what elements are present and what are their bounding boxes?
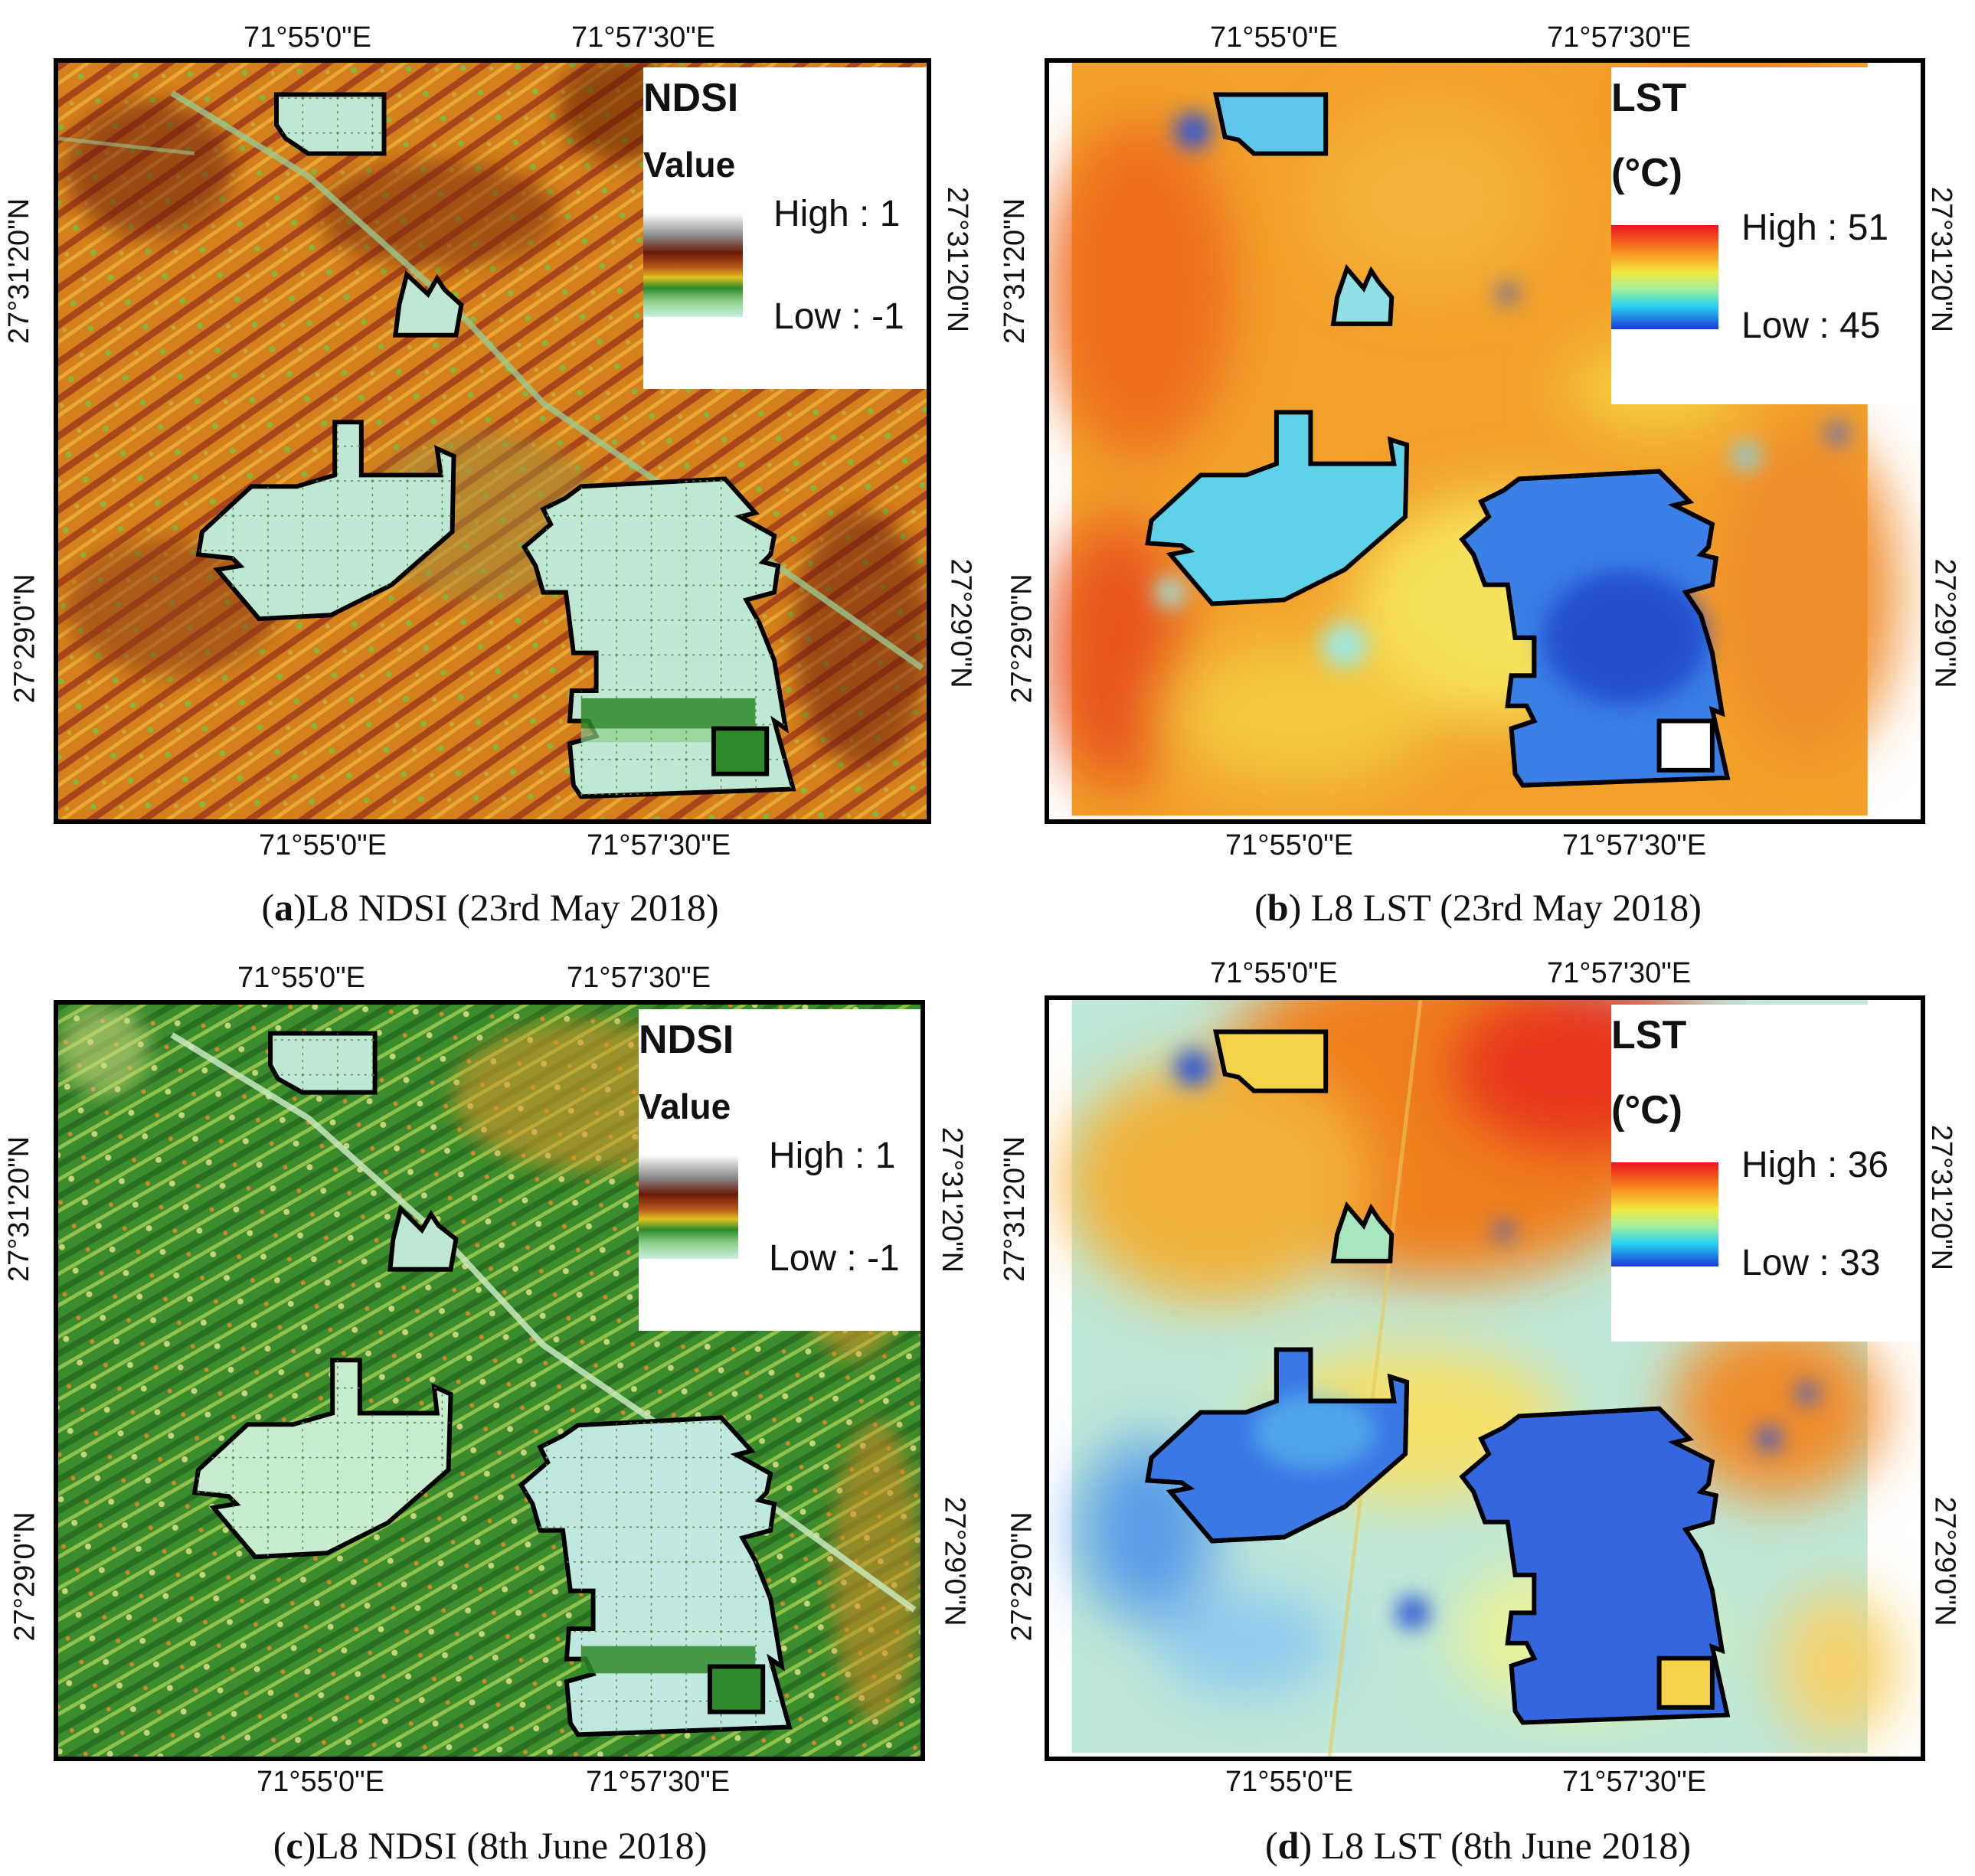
lon-tick-top-left: 71°55'0"E	[1210, 957, 1338, 989]
lon-tick-bottom-right: 71°57'30"E	[587, 829, 731, 861]
legend-subtitle: Value	[639, 1087, 731, 1126]
lst-map-june: LST (°C) High : 36 Low : 33	[1045, 995, 1925, 1761]
lon-tick-bottom-right: 71°57'30"E	[1562, 829, 1707, 861]
legend-low: Low : -1	[769, 1238, 900, 1279]
lat-tick-right-lower: 27°29'0"N	[938, 1496, 971, 1626]
farm-polygon-2	[1330, 263, 1395, 326]
lat-tick-left-upper: 27°31'20"N	[999, 1136, 1032, 1283]
legend-subtitle: Value	[643, 145, 736, 185]
farm-polygon-4	[518, 1415, 793, 1737]
ndsi-map-may-image	[58, 63, 927, 819]
lon-tick-top-right: 71°57'30"E	[567, 962, 711, 994]
lon-tick-top-right: 71°57'30"E	[1547, 21, 1692, 54]
farm-polygon-3	[195, 420, 456, 622]
lat-tick-right-upper: 27°31'20"N	[1925, 186, 1958, 333]
lat-tick-right-upper: 27°31'20"N	[936, 1126, 969, 1273]
legend-a: NDSI Value High : 1 Low : -1	[643, 67, 927, 389]
lat-tick-right-upper: 27°31'20"N	[941, 186, 974, 333]
farm-polygon-1	[274, 92, 387, 156]
legend-d: LST (°C) High : 36 Low : 33	[1611, 1005, 1921, 1342]
legend-title: LST	[1611, 1013, 1687, 1057]
lat-tick-left-upper: 27°31'20"N	[999, 198, 1032, 345]
farm-polygon-1	[268, 1031, 378, 1095]
lat-tick-left-upper: 27°31'20"N	[3, 198, 36, 345]
lat-tick-left-upper: 27°31'20"N	[3, 1136, 36, 1283]
legend-subtitle: (°C)	[1611, 1088, 1682, 1132]
farm-polygon-2	[1330, 1201, 1395, 1263]
farm-polygon-1	[1213, 1029, 1329, 1093]
legend-low: Low : -1	[773, 296, 904, 337]
lon-tick-bottom-left: 71°55'0"E	[1225, 1766, 1353, 1798]
lat-tick-left-lower: 27°29'0"N	[1005, 574, 1038, 704]
lon-tick-bottom-right: 71°57'30"E	[586, 1766, 731, 1798]
legend-title: NDSI	[643, 76, 739, 120]
lat-tick-left-lower: 27°29'0"N	[8, 1512, 41, 1642]
legend-b: LST (°C) High : 51 Low : 45	[1611, 67, 1921, 404]
farm-polygon-2	[387, 1204, 459, 1272]
lst-color-ramp	[1611, 1162, 1718, 1266]
ndsi-color-ramp	[639, 1155, 738, 1259]
lst-map-may: LST (°C) High : 51 Low : 45	[1045, 58, 1925, 824]
farm-polygon-4	[1459, 469, 1731, 788]
farm-polygon-3	[1145, 1347, 1410, 1544]
lat-tick-left-lower: 27°29'0"N	[1005, 1512, 1038, 1642]
lon-tick-top-left: 71°55'0"E	[244, 21, 371, 54]
farm-polygon-1	[1213, 92, 1329, 156]
legend-c: NDSI Value High : 1 Low : -1	[639, 1009, 920, 1331]
legend-high: High : 1	[769, 1136, 896, 1176]
lon-tick-bottom-left: 71°55'0"E	[1225, 829, 1353, 861]
lat-tick-right-upper: 27°31'20"N	[1925, 1124, 1958, 1271]
lon-tick-bottom-left: 71°55'0"E	[259, 829, 387, 861]
lst-color-ramp	[1611, 225, 1718, 329]
farm-polygon-2	[392, 270, 464, 338]
lon-tick-top-left: 71°55'0"E	[237, 962, 365, 994]
ndsi-color-ramp	[643, 213, 743, 317]
lst-map-may-image	[1049, 63, 1921, 819]
legend-title: LST	[1611, 76, 1687, 120]
legend-title: NDSI	[639, 1018, 734, 1062]
caption-b: (b) L8 LST (23rd May 2018)	[1254, 886, 1702, 929]
ndsi-map-may: NDSI Value High : 1 Low : -1	[54, 58, 931, 824]
lst-map-june-image	[1049, 1000, 1921, 1757]
lon-tick-top-right: 71°57'30"E	[1547, 957, 1692, 989]
caption-a: (a)L8 NDSI (23rd May 2018)	[261, 886, 719, 929]
lat-tick-left-lower: 27°29'0"N	[8, 574, 41, 704]
farm-polygon-3	[191, 1358, 453, 1560]
lon-tick-bottom-right: 71°57'30"E	[1562, 1766, 1707, 1798]
lat-tick-right-lower: 27°29'0"N	[1928, 1496, 1961, 1626]
farm-polygon-4	[1459, 1406, 1731, 1725]
farm-polygon-3	[1145, 410, 1410, 606]
caption-d: (d) L8 LST (8th June 2018)	[1265, 1824, 1691, 1867]
legend-high: High : 36	[1741, 1145, 1889, 1185]
legend-low: Low : 33	[1741, 1243, 1881, 1283]
legend-subtitle: (°C)	[1611, 151, 1682, 195]
farm-polygon-4	[521, 476, 796, 799]
lon-tick-top-left: 71°55'0"E	[1210, 21, 1338, 54]
legend-high: High : 1	[773, 194, 901, 234]
ndsi-map-june: NDSI Value High : 1 Low : -1	[54, 1000, 925, 1761]
legend-high: High : 51	[1741, 208, 1889, 248]
legend-low: Low : 45	[1741, 306, 1881, 346]
lon-tick-top-right: 71°57'30"E	[571, 21, 716, 54]
caption-c: (c)L8 NDSI (8th June 2018)	[273, 1824, 708, 1867]
lat-tick-right-lower: 27°29'0"N	[1928, 558, 1961, 688]
lon-tick-bottom-left: 71°55'0"E	[257, 1766, 384, 1798]
lat-tick-right-lower: 27°29'0"N	[944, 558, 977, 688]
